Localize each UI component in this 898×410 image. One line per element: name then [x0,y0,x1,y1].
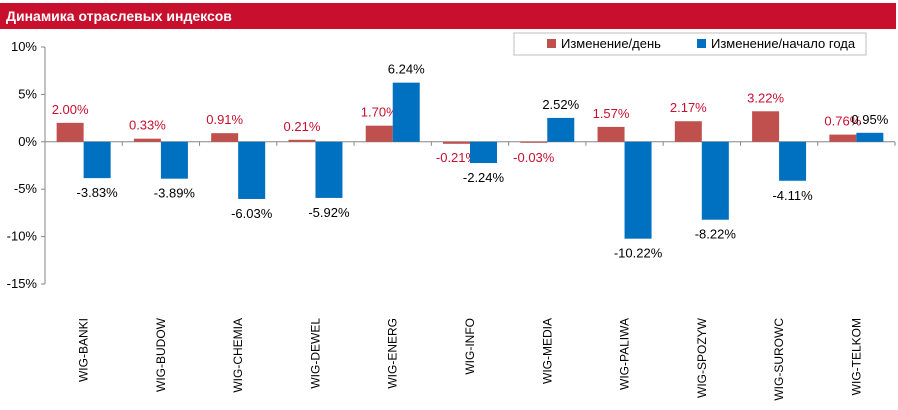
y-tick-label: -5% [14,181,38,196]
bar-day-wig-spozyw [674,121,702,142]
data-label-day: 0.33% [129,118,166,133]
category-label: WIG-BUDOW [154,317,168,392]
data-label-ytd: -3.83% [77,185,119,200]
bar-ytd-wig-media [547,117,575,142]
category-label: WIG-PALIWA [618,318,632,390]
bar-ytd-wig-info [470,141,497,164]
data-label-ytd: 2.52% [542,97,579,112]
data-label-day: 0.91% [206,112,243,127]
category-label: WIG-INFO [463,318,477,375]
bar-ytd-wig-telkom [856,132,884,142]
data-label-ytd: -5.92% [308,205,350,220]
data-label-day: -0.21% [436,150,478,165]
data-label-day: 1.57% [593,106,630,121]
bar-ytd-wig-banki [83,141,111,179]
bar-ytd-wig-paliwa [624,141,652,239]
bar-ytd-wig-energ [392,82,420,142]
data-label-ytd: -8.22% [695,227,737,242]
category-label: WIG-CHEMIA [231,318,245,393]
legend-swatch-day [547,39,556,48]
data-label-ytd: 6.24% [388,62,425,77]
chart-title: Динамика отраслевых индексов [6,8,232,24]
category-label: WIG-BANKI [77,318,91,382]
bar-day-wig-energ [365,125,393,142]
data-label-day: 1.70% [361,105,398,120]
data-label-ytd: -10.22% [614,246,663,261]
data-label-day: 2.00% [52,102,89,117]
category-label: WIG-SUROWC [772,318,786,401]
y-tick-label: 10% [11,39,37,54]
category-label: WIG-DEWEL [308,318,322,389]
category-label: WIG-SPOZYW [695,317,709,398]
bar-ytd-wig-budow [160,141,188,179]
data-label-ytd: -3.89% [154,186,196,201]
bar-ytd-wig-chemia [238,141,266,199]
bar-ytd-wig-surowc [779,141,807,181]
data-label-day: 2.17% [670,100,707,115]
bar-day-wig-telkom [829,134,857,142]
bar-ytd-wig-spozyw [701,141,729,220]
y-tick-label: -15% [7,276,38,291]
legend-label-ytd: Изменение/начало года [711,36,856,51]
bar-day-wig-info [443,141,470,144]
y-tick-label: 0% [18,134,37,149]
bar-day-wig-paliwa [597,126,625,142]
bar-day-wig-media [520,141,548,143]
legend-box [513,32,867,56]
data-label-ytd: -4.11% [772,188,813,203]
category-label: WIG-MEDIA [540,318,554,384]
data-label-day: 0.76% [824,114,861,129]
legend-swatch-ytd [697,39,706,48]
bar-day-wig-chemia [211,133,239,142]
y-tick-label: 5% [18,86,37,101]
data-label-ytd: 0.95% [851,112,888,127]
bar-day-wig-dewel [288,139,316,142]
data-label-ytd: -2.24% [463,170,505,185]
bar-day-wig-budow [133,138,161,142]
data-label-day: 3.22% [747,90,784,105]
data-label-day: 0.21% [284,119,321,134]
chart-title-bar: Динамика отраслевых индексов [0,3,896,29]
bar-day-wig-surowc [752,111,780,142]
bar-ytd-wig-dewel [315,141,343,198]
data-label-day: -0.03% [513,150,555,165]
y-tick-label: -10% [7,229,38,244]
bar-day-wig-banki [56,122,84,142]
data-label-ytd: -6.03% [231,206,273,221]
category-label: WIG-ENERG [386,318,400,389]
category-label: WIG-TELKOM [849,318,863,395]
legend-label-day: Изменение/день [561,36,661,51]
